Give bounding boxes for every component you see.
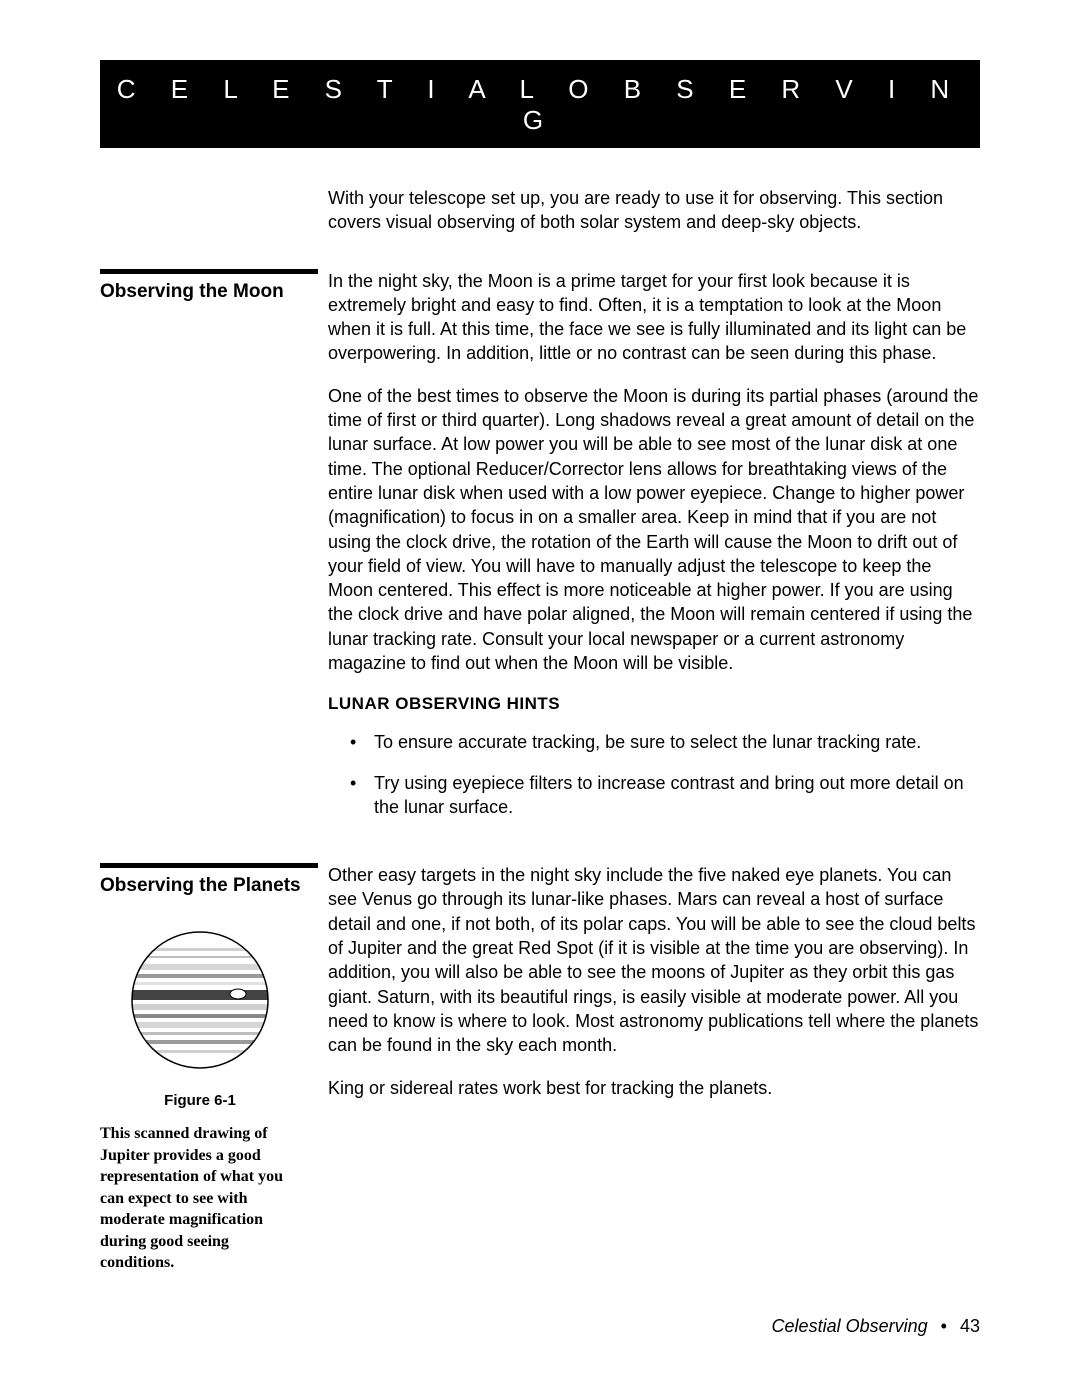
moon-paragraph-2: One of the best times to observe the Moo… xyxy=(328,384,980,676)
lunar-hints-heading: LUNAR OBSERVING HINTS xyxy=(328,693,980,716)
intro-paragraph: With your telescope set up, you are read… xyxy=(328,186,980,235)
jupiter-figure: Figure 6-1 This scanned drawing of Jupit… xyxy=(100,920,300,1274)
page-header: C E L E S T I A L O B S E R V I N G xyxy=(100,60,980,148)
sidebar-rule xyxy=(100,863,318,868)
footer-title: Celestial Observing xyxy=(772,1316,928,1336)
lunar-hint-2: Try using eyepiece filters to increase c… xyxy=(350,771,980,820)
sidebar-rule xyxy=(100,269,318,274)
jupiter-icon xyxy=(120,920,280,1080)
planets-paragraph-2: King or sidereal rates work best for tra… xyxy=(328,1076,980,1100)
planets-paragraph-1: Other easy targets in the night sky incl… xyxy=(328,863,980,1057)
planets-sidebar: Observing the Planets Figure 6-1 This sc… xyxy=(100,863,328,1274)
footer-separator: • xyxy=(941,1316,947,1336)
figure-label: Figure 6-1 xyxy=(100,1092,300,1109)
moon-content: In the night sky, the Moon is a prime ta… xyxy=(328,269,980,836)
planets-heading: Observing the Planets xyxy=(100,874,310,898)
moon-sidebar: Observing the Moon xyxy=(100,269,328,304)
moon-paragraph-1: In the night sky, the Moon is a prime ta… xyxy=(328,269,980,366)
section-observing-planets: Observing the Planets Figure 6-1 This sc… xyxy=(100,863,980,1274)
footer-page-number: 43 xyxy=(960,1316,980,1336)
figure-caption: This scanned drawing of Jupiter provides… xyxy=(100,1123,300,1274)
moon-heading: Observing the Moon xyxy=(100,280,310,304)
page-footer: Celestial Observing • 43 xyxy=(772,1316,980,1337)
lunar-hint-1: To ensure accurate tracking, be sure to … xyxy=(350,730,980,754)
lunar-hints-list: To ensure accurate tracking, be sure to … xyxy=(350,730,980,819)
section-observing-moon: Observing the Moon In the night sky, the… xyxy=(100,269,980,836)
planets-content: Other easy targets in the night sky incl… xyxy=(328,863,980,1118)
